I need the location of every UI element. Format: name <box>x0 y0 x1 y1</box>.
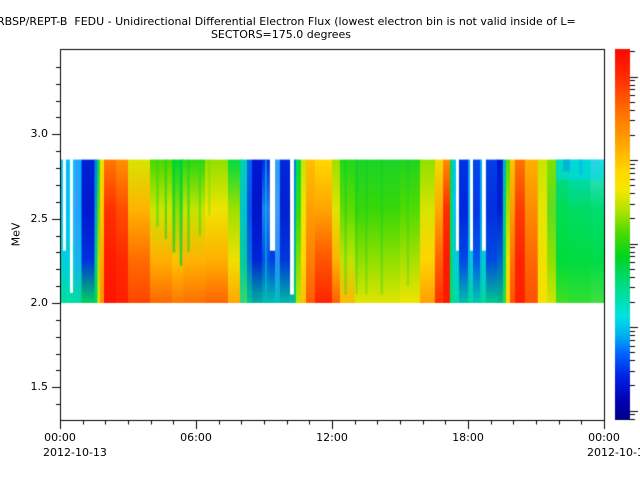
plot-title: RBSP/REPT-B FEDU - Unidirectional Differ… <box>0 15 576 28</box>
x-tick-label-0000b: 00:00 <box>588 431 620 444</box>
y-tick-label-3.0: 3.0 <box>30 127 49 141</box>
x-tick-label-0600: 06:00 <box>180 431 212 444</box>
x-tick-label-0000a: 00:00 <box>44 431 76 444</box>
x-axis-start-date: 2012-10-13 <box>43 446 107 459</box>
x-axis-end-date: 2012-10-14 <box>587 446 640 459</box>
x-tick-label-1200: 12:00 <box>316 431 348 444</box>
plot-subtitle: SECTORS=175.0 degrees <box>210 28 352 41</box>
y-tick-label-1.5: 1.5 <box>30 380 49 394</box>
y-tick-label-2.5: 2.5 <box>30 211 49 225</box>
y-tick-label-2.0: 2.0 <box>30 295 49 309</box>
x-tick-label-1800: 18:00 <box>452 431 484 444</box>
